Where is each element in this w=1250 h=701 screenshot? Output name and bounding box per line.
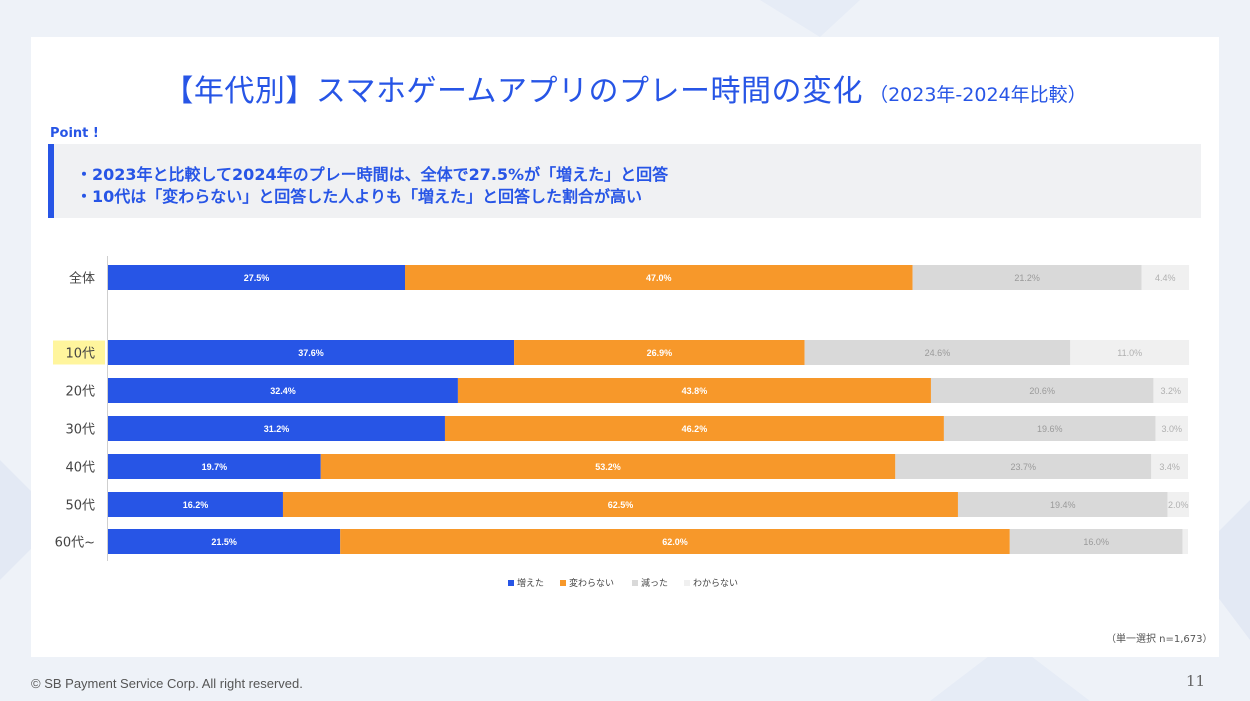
bar-segment xyxy=(320,454,896,479)
point-box: ・2023年と比較して2024年のプレー時間は、全体で27.5%が「増えた」と回… xyxy=(48,144,1201,218)
bar-segment xyxy=(957,492,1168,517)
data-label: 19.7% xyxy=(202,462,228,472)
bar-segment xyxy=(1155,416,1188,441)
sample-note: （単一選択 n=1,673） xyxy=(1106,634,1213,645)
legend-swatch xyxy=(632,580,638,586)
bar-segment xyxy=(108,529,341,554)
data-label: 24.6% xyxy=(925,348,951,358)
data-label: 53.2% xyxy=(595,462,621,472)
point-label: Point ! xyxy=(50,126,99,141)
bar-segment xyxy=(1009,529,1183,554)
bar-segment xyxy=(108,454,321,479)
data-label: 4.4% xyxy=(1155,273,1176,283)
data-label: 62.0% xyxy=(662,537,688,547)
data-label: 27.5% xyxy=(244,273,270,283)
category-label: 60代~ xyxy=(55,536,95,551)
legend-swatch xyxy=(508,580,514,586)
category-label: 全体 xyxy=(69,271,95,287)
legend-label: 変わらない xyxy=(569,577,614,589)
data-label: 19.4% xyxy=(1050,500,1076,510)
bar-segment xyxy=(457,378,931,403)
data-label: 32.4% xyxy=(270,386,296,396)
data-label: 37.6% xyxy=(298,348,324,358)
bar-remainder xyxy=(1182,529,1188,554)
bar-segment xyxy=(282,492,958,517)
bar-segment xyxy=(108,378,458,403)
bar-segment xyxy=(1153,378,1188,403)
category-label: 40代 xyxy=(65,461,95,476)
data-label: 47.0% xyxy=(646,273,672,283)
data-label: 19.6% xyxy=(1037,424,1063,434)
data-label: 3.2% xyxy=(1160,386,1181,396)
data-label: 62.5% xyxy=(608,500,634,510)
data-label: 46.2% xyxy=(682,424,708,434)
data-label: 3.4% xyxy=(1159,462,1180,472)
data-label: 21.2% xyxy=(1014,273,1040,283)
data-label: 16.0% xyxy=(1083,537,1109,547)
category-label: 10代 xyxy=(65,347,95,362)
legend-swatch xyxy=(684,580,690,586)
data-label: 20.6% xyxy=(1029,386,1055,396)
bar-segment xyxy=(514,340,805,365)
bar-segment xyxy=(340,529,1010,554)
bar-segment xyxy=(108,416,445,441)
category-label: 50代 xyxy=(65,499,95,514)
data-label: 21.5% xyxy=(211,537,237,547)
page-number: 11 xyxy=(1186,672,1206,690)
data-label: 3.0% xyxy=(1162,424,1183,434)
bar-segment xyxy=(444,416,944,441)
data-label: 26.9% xyxy=(647,348,673,358)
category-label: 30代 xyxy=(65,423,95,438)
bar-segment xyxy=(1141,265,1190,290)
category-highlight xyxy=(53,340,105,365)
bar-segment xyxy=(943,416,1156,441)
bar-segment xyxy=(1167,492,1190,517)
bar-segment xyxy=(108,265,405,290)
point-line-1: ・2023年と比較して2024年のプレー時間は、全体で27.5%が「増えた」と回… xyxy=(76,165,669,184)
bar-segment xyxy=(912,265,1142,290)
page-title: 【年代別】スマホゲームアプリのプレー時間の変化 （2023年-2024年比較） xyxy=(0,66,1250,110)
data-label: 31.2% xyxy=(264,424,290,434)
legend-swatch xyxy=(560,580,566,586)
bar-segment xyxy=(895,454,1152,479)
title-main: 【年代別】スマホゲームアプリのプレー時間の変化 xyxy=(163,74,864,109)
title-subtitle: （2023年-2024年比較） xyxy=(869,84,1087,106)
legend-label: 減った xyxy=(641,577,668,589)
bar-segment xyxy=(1151,454,1188,479)
data-label: 43.8% xyxy=(682,386,708,396)
bar-segment xyxy=(405,265,913,290)
bar-segment xyxy=(108,340,515,365)
legend-label: 増えた xyxy=(517,577,544,589)
point-line-2: ・10代は「変わらない」と回答した人よりも「増えた」と回答した割合が高い xyxy=(76,187,642,206)
data-label: 11.0% xyxy=(1117,348,1142,358)
bar-segment xyxy=(930,378,1154,403)
data-label: 2.0% xyxy=(1168,500,1189,510)
bar-segment xyxy=(1070,340,1190,365)
bar-segment xyxy=(108,492,283,517)
bar-segment xyxy=(804,340,1071,365)
data-label: 16.2% xyxy=(183,500,209,510)
legend-label: わからない xyxy=(693,578,738,589)
category-label: 20代 xyxy=(65,385,95,400)
copyright-footer: © SB Payment Service Corp. All right res… xyxy=(31,676,303,691)
data-label: 23.7% xyxy=(1011,462,1037,472)
